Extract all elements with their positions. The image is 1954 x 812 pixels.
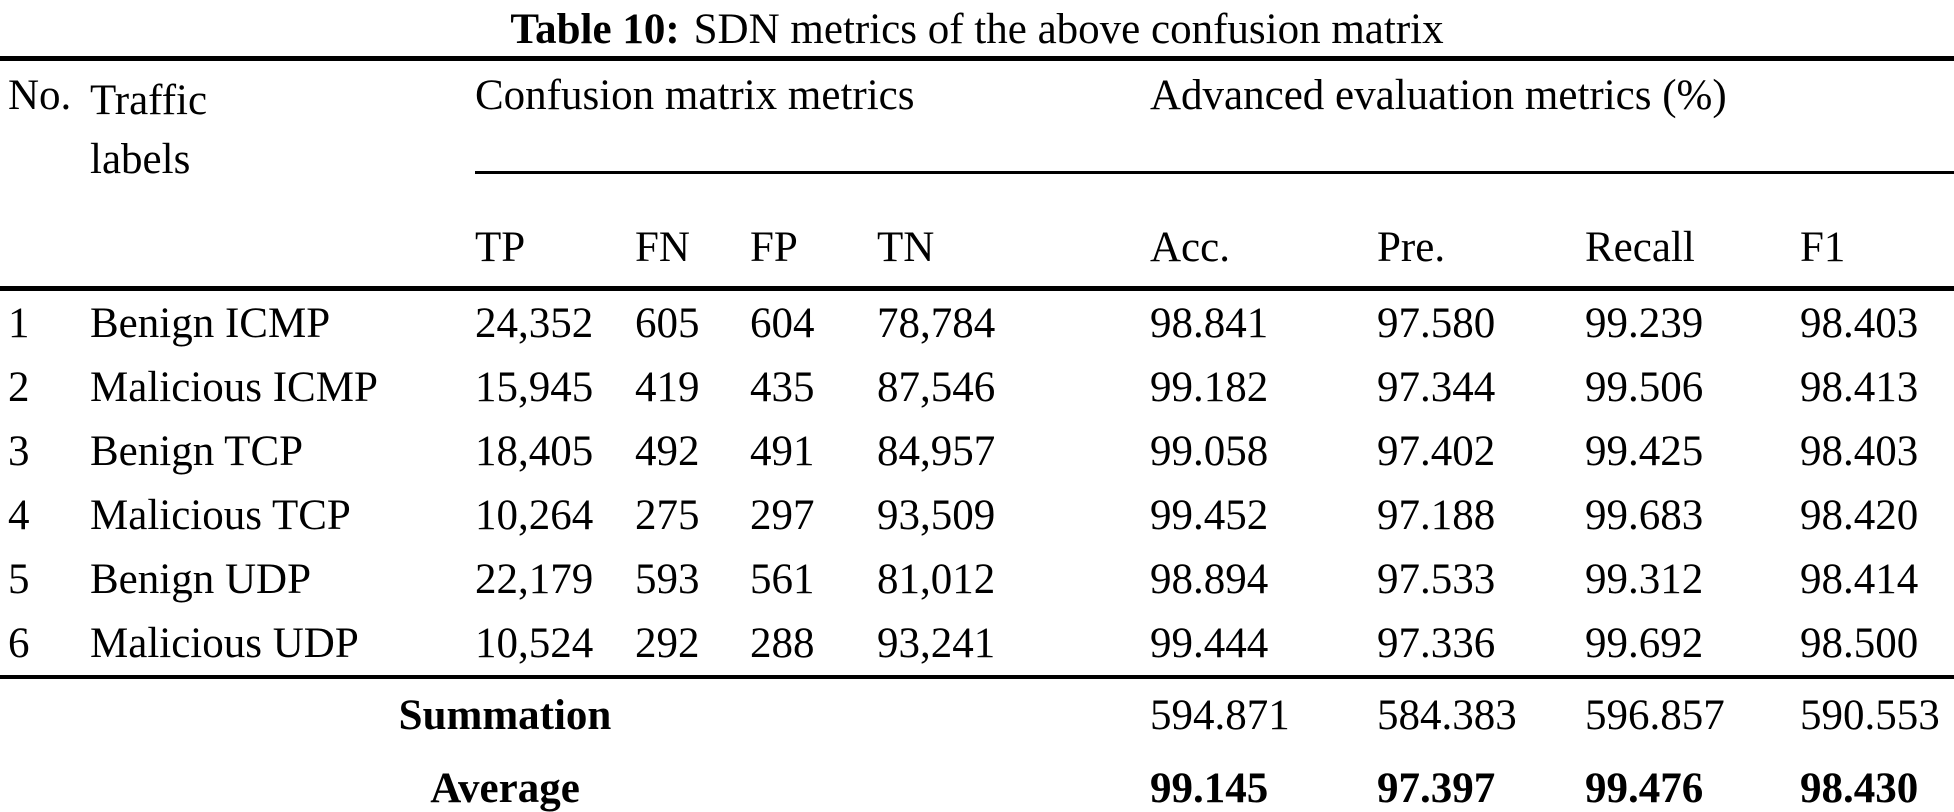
cell-fn: 292 xyxy=(635,619,700,667)
group-header-row: No. Traffic labels Confusion matrix metr… xyxy=(0,58,1954,291)
cell-acc: 99.452 xyxy=(1150,491,1269,539)
table-caption-number: Table 10: xyxy=(510,6,680,53)
cell-fn: 605 xyxy=(635,299,700,347)
table-row: 3 Benign TCP 18,405 492 491 84,957 99.05… xyxy=(0,419,1954,483)
cell-acc: 99.444 xyxy=(1150,619,1269,667)
cell-tp: 15,945 xyxy=(475,363,594,411)
col-header-tn: TN xyxy=(877,172,1150,291)
cell-no: 5 xyxy=(8,555,30,603)
cell-no: 2 xyxy=(8,363,30,411)
cell-f1: 98.403 xyxy=(1800,427,1919,475)
summation-recall: 596.857 xyxy=(1585,675,1800,751)
average-row: Average 99.145 97.397 99.476 98.430 xyxy=(0,751,1954,812)
col-header-recall: Recall xyxy=(1585,172,1800,291)
cell-tp: 24,352 xyxy=(475,299,594,347)
cell-acc: 99.058 xyxy=(1150,427,1269,475)
cell-traffic-label: Malicious ICMP xyxy=(90,363,378,411)
col-header-pre: Pre. xyxy=(1377,172,1585,291)
cell-f1: 98.500 xyxy=(1800,619,1919,667)
cell-no: 4 xyxy=(8,491,30,539)
cell-tp: 10,264 xyxy=(475,491,594,539)
cell-tp: 22,179 xyxy=(475,555,594,603)
col-header-fn: FN xyxy=(635,172,750,291)
col-header-traffic-labels: Traffic labels xyxy=(90,58,475,291)
cell-pre: 97.533 xyxy=(1377,555,1496,603)
cell-tn: 81,012 xyxy=(877,555,996,603)
cell-tn: 93,509 xyxy=(877,491,996,539)
cell-tn: 84,957 xyxy=(877,427,996,475)
cell-traffic-label: Malicious TCP xyxy=(90,491,351,539)
cell-fn: 492 xyxy=(635,427,700,475)
sub-header-row: TP FN FP TN Acc. Pre. Recall F1 xyxy=(0,172,1954,291)
cell-recall: 99.425 xyxy=(1585,427,1704,475)
average-label: Average xyxy=(430,764,580,812)
cell-fp: 297 xyxy=(750,491,815,539)
summation-f1: 590.553 xyxy=(1800,675,1954,751)
cell-tn: 78,784 xyxy=(877,299,996,347)
cell-acc: 99.182 xyxy=(1150,363,1269,411)
cell-pre: 97.580 xyxy=(1377,299,1496,347)
cell-f1: 98.413 xyxy=(1800,363,1919,411)
cell-fp: 435 xyxy=(750,363,815,411)
table-row: 1 Benign ICMP 24,352 605 604 78,784 98.8… xyxy=(0,289,1954,356)
cell-f1: 98.420 xyxy=(1800,491,1919,539)
summation-label: Summation xyxy=(0,675,1150,751)
cell-fp: 288 xyxy=(750,619,815,667)
cell-fn: 275 xyxy=(635,491,700,539)
cell-pre: 97.336 xyxy=(1377,619,1496,667)
cell-fn: 593 xyxy=(635,555,700,603)
table-row: 6 Malicious UDP 10,524 292 288 93,241 99… xyxy=(0,611,1954,677)
average-acc: 99.145 xyxy=(1150,764,1269,812)
cell-recall: 99.683 xyxy=(1585,491,1704,539)
col-header-acc: Acc. xyxy=(1150,172,1377,291)
cell-traffic-label: Malicious UDP xyxy=(90,619,359,667)
col-header-no: No. xyxy=(0,58,90,291)
group-header-confusion-matrix-metrics: Confusion matrix metrics xyxy=(475,58,1150,174)
cell-f1: 98.414 xyxy=(1800,555,1919,603)
table-row: 4 Malicious TCP 10,264 275 297 93,509 99… xyxy=(0,483,1954,547)
cell-tn: 93,241 xyxy=(877,619,996,667)
cell-f1: 98.403 xyxy=(1800,299,1919,347)
average-pre: 97.397 xyxy=(1377,764,1496,812)
cell-tp: 10,524 xyxy=(475,619,594,667)
average-recall: 99.476 xyxy=(1585,764,1704,812)
cell-pre: 97.188 xyxy=(1377,491,1496,539)
summation-row: Summation 594.871 584.383 596.857 590.55… xyxy=(0,675,1954,751)
cell-traffic-label: Benign ICMP xyxy=(90,299,331,347)
col-header-fp: FP xyxy=(750,172,877,291)
cell-fp: 604 xyxy=(750,299,815,347)
cell-no: 6 xyxy=(8,619,30,667)
cell-acc: 98.841 xyxy=(1150,299,1269,347)
cell-traffic-label: Benign UDP xyxy=(90,555,311,603)
cell-pre: 97.402 xyxy=(1377,427,1496,475)
table-row: 2 Malicious ICMP 15,945 419 435 87,546 9… xyxy=(0,355,1954,419)
cell-fn: 419 xyxy=(635,363,700,411)
average-f1: 98.430 xyxy=(1800,764,1919,812)
cell-recall: 99.312 xyxy=(1585,555,1704,603)
table-caption-text: SDN metrics of the above confusion matri… xyxy=(693,6,1444,53)
cell-recall: 99.692 xyxy=(1585,619,1704,667)
cell-fp: 561 xyxy=(750,555,815,603)
cell-pre: 97.344 xyxy=(1377,363,1496,411)
group-header-advanced-evaluation-metrics: Advanced evaluation metrics (%) xyxy=(1150,58,1954,174)
cell-recall: 99.506 xyxy=(1585,363,1704,411)
col-header-tp: TP xyxy=(475,172,635,291)
cell-no: 3 xyxy=(8,427,30,475)
summation-acc: 594.871 xyxy=(1150,675,1377,751)
cell-fp: 491 xyxy=(750,427,815,475)
cell-tp: 18,405 xyxy=(475,427,594,475)
cell-tn: 87,546 xyxy=(877,363,996,411)
cell-recall: 99.239 xyxy=(1585,299,1704,347)
table-caption: Table 10: SDN metrics of the above confus… xyxy=(0,4,1954,56)
cell-traffic-label: Benign TCP xyxy=(90,427,304,475)
col-header-f1: F1 xyxy=(1800,172,1954,291)
sdn-metrics-table: No. Traffic labels Confusion matrix metr… xyxy=(0,56,1954,812)
summation-pre: 584.383 xyxy=(1377,675,1585,751)
cell-no: 1 xyxy=(8,299,30,347)
table-row: 5 Benign UDP 22,179 593 561 81,012 98.89… xyxy=(0,547,1954,611)
cell-acc: 98.894 xyxy=(1150,555,1269,603)
